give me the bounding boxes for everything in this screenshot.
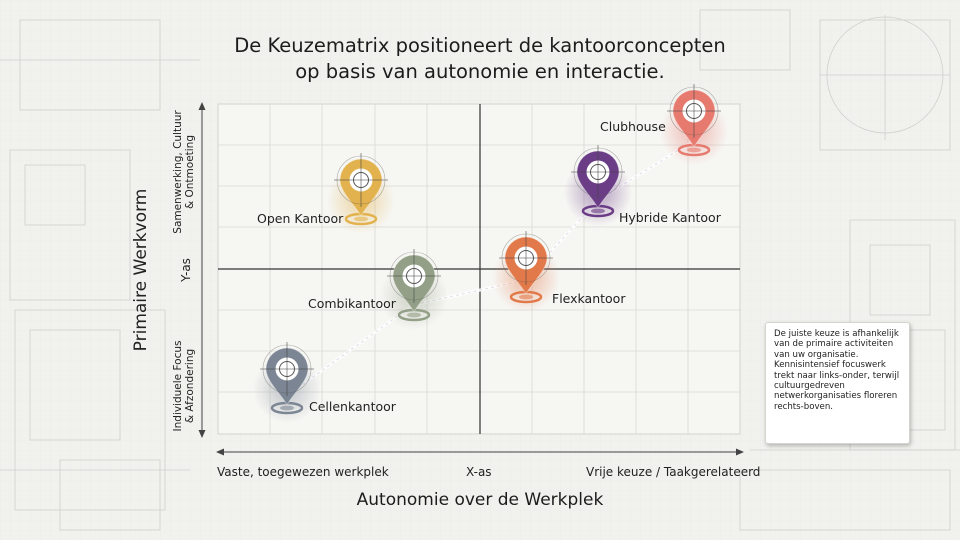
label-clubhouse: Clubhouse: [600, 119, 666, 134]
x-axis-right-label: Vrije keuze / Taakgerelateerd: [586, 465, 761, 479]
title-line-2: op basis van autonomie en interactie.: [295, 60, 665, 83]
label-combikantoor: Combikantoor: [308, 296, 396, 311]
y-axis-bottom-line-2: & Afzondering: [184, 348, 196, 424]
y-axis-arrow: [198, 102, 206, 438]
pin-clubhouse-icon: [660, 84, 728, 165]
y-axis-top-line-2: & Ontmoeting: [184, 134, 196, 210]
y-axis-top-line-1: Samenwerking, Cultuur: [172, 110, 184, 234]
x-axis-marker: X-as: [466, 465, 492, 479]
y-axis-title: Primaire Werkvorm: [131, 188, 151, 352]
y-axis-bottom-label: Individuele Focus & Afzondering: [172, 341, 196, 432]
title-line-1: De Keuzematrix positioneert de kantoorco…: [234, 34, 726, 57]
x-axis-title: Autonomie over de Werkplek: [356, 490, 604, 510]
pin-open-kantoor-icon: [327, 153, 395, 234]
x-axis-arrow: [216, 448, 744, 456]
pin-hybride-kantoor-icon: [564, 145, 632, 226]
y-axis-bottom-line-1: Individuele Focus: [172, 340, 184, 432]
page-title: De Keuzematrix positioneert de kantoorco…: [0, 33, 960, 85]
note-card: De juiste keuze is afhankelijk van de pr…: [765, 322, 910, 444]
x-axis-left-label: Vaste, toegewezen werkplek: [217, 465, 389, 479]
label-flexkantoor: Flexkantoor: [552, 291, 626, 306]
y-axis-top-label: Samenwerking, Cultuur & Ontmoeting: [172, 110, 196, 233]
concept-markers: [253, 84, 728, 423]
y-axis-marker: Y-as: [179, 258, 193, 282]
label-open-kantoor: Open Kantoor: [257, 211, 344, 226]
pin-flexkantoor-icon: [492, 231, 560, 312]
pin-cellenkantoor-icon: [253, 342, 321, 423]
note-text: De juiste keuze is afhankelijk van de pr…: [774, 329, 900, 412]
pin-combikantoor-icon: [380, 249, 448, 330]
label-cellenkantoor: Cellenkantoor: [309, 399, 396, 414]
label-hybride-kantoor: Hybride Kantoor: [619, 210, 721, 225]
